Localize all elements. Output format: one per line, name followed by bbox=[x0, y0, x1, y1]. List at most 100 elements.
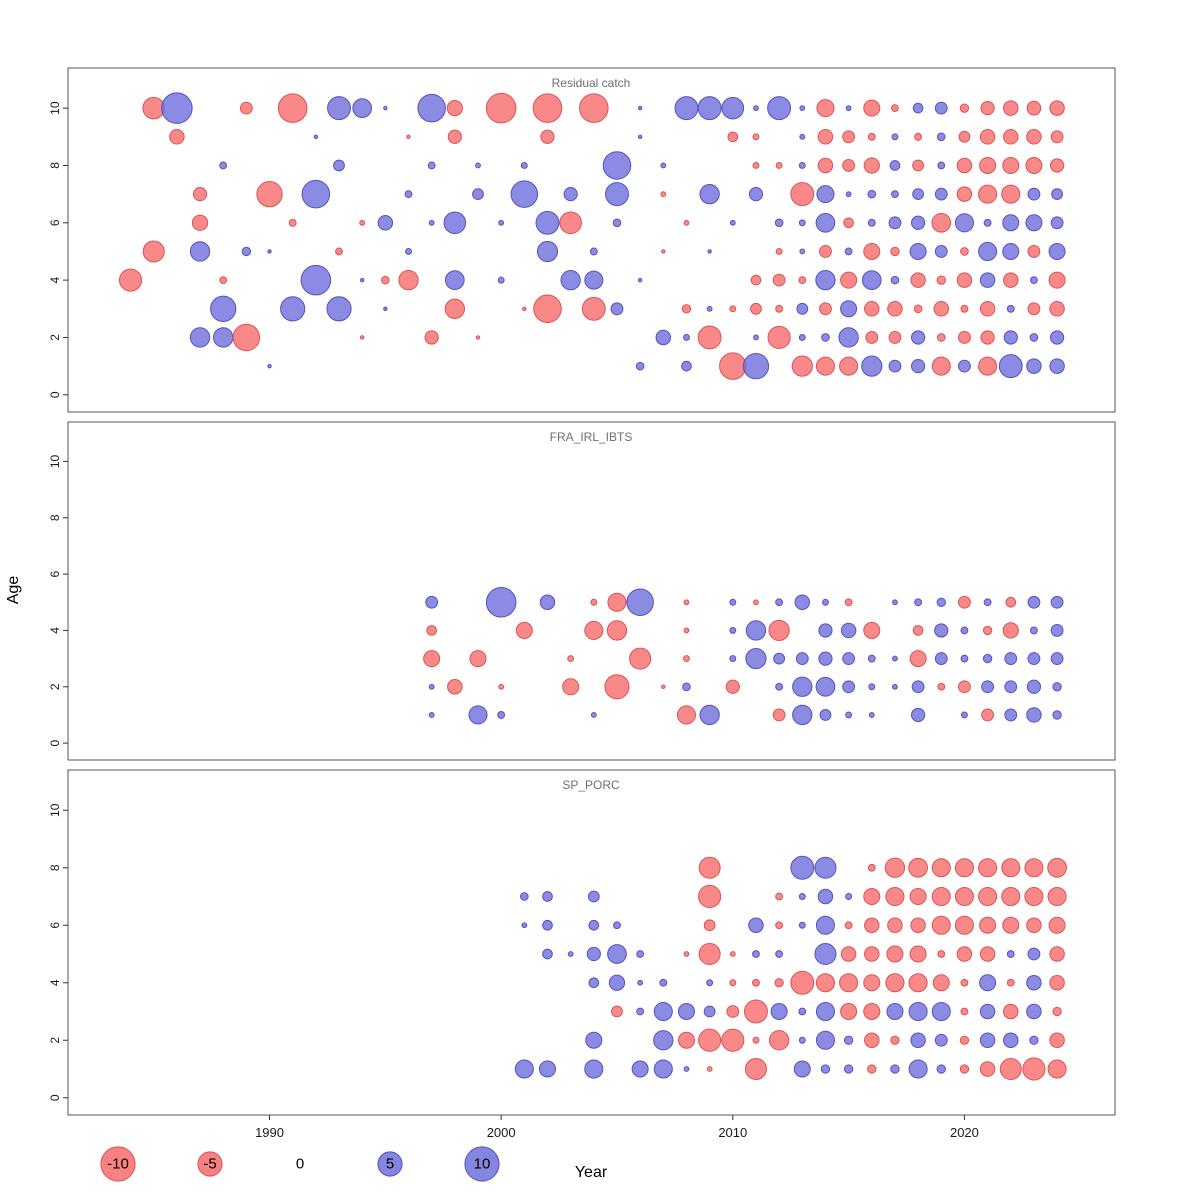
residual-bubble bbox=[954, 915, 974, 935]
residual-bubble bbox=[443, 211, 467, 235]
residual-bubble bbox=[610, 302, 624, 316]
residual-bubble bbox=[817, 157, 834, 174]
residual-bubble bbox=[798, 334, 806, 341]
residual-bubble bbox=[891, 133, 899, 141]
residual-bubble bbox=[864, 1032, 880, 1048]
residual-bubble bbox=[914, 132, 923, 141]
residual-bubble bbox=[790, 182, 815, 207]
residual-bubble bbox=[607, 944, 627, 964]
residual-bubble bbox=[472, 188, 484, 201]
legend-label-neg10: -10 bbox=[107, 1155, 129, 1173]
residual-bubble bbox=[840, 1002, 858, 1021]
residual-bubble bbox=[840, 300, 858, 318]
residual-bubble bbox=[909, 242, 927, 260]
residual-bubble bbox=[241, 246, 252, 257]
residual-bubble bbox=[815, 676, 836, 697]
residual-bubble bbox=[863, 1002, 881, 1021]
panel-title-residual-catch: Residual catch bbox=[551, 76, 631, 90]
residual-bubble bbox=[1026, 975, 1042, 991]
residual-bubble bbox=[890, 275, 900, 285]
residual-bubble bbox=[843, 1064, 854, 1074]
residual-bubble bbox=[931, 1001, 951, 1022]
y-tick-label: 8 bbox=[48, 162, 62, 169]
residual-bubble bbox=[931, 858, 951, 878]
residual-bubble bbox=[562, 678, 580, 696]
residual-bubble bbox=[469, 650, 487, 668]
residual-bubble bbox=[817, 129, 834, 145]
residual-bubble bbox=[885, 886, 905, 907]
residual-bubble bbox=[798, 921, 806, 929]
residual-bubble bbox=[774, 978, 784, 988]
residual-bubble bbox=[798, 276, 807, 285]
residual-bubble bbox=[719, 352, 747, 380]
residual-bubble bbox=[799, 133, 806, 140]
residual-bubble bbox=[936, 132, 946, 142]
residual-bubble bbox=[653, 1059, 673, 1079]
residual-bubble bbox=[613, 921, 621, 930]
residual-bubble bbox=[753, 334, 759, 341]
residual-bubble bbox=[637, 277, 643, 283]
residual-bubble bbox=[1049, 975, 1065, 991]
residual-bubble bbox=[978, 184, 998, 204]
residual-bubble bbox=[914, 598, 923, 607]
residual-bubble bbox=[978, 356, 998, 376]
residual-bubble bbox=[867, 654, 876, 663]
residual-bubble bbox=[1026, 129, 1042, 145]
residual-bubble bbox=[954, 886, 974, 907]
residual-bubble bbox=[863, 157, 880, 174]
residual-bubble bbox=[1026, 100, 1042, 116]
residual-bubble bbox=[587, 890, 600, 903]
residual-bubble bbox=[681, 360, 692, 372]
residual-bubble bbox=[815, 973, 835, 993]
residual-bubble bbox=[590, 598, 598, 606]
legend-label-pos10: 10 bbox=[473, 1155, 491, 1173]
residual-bubble bbox=[1049, 158, 1065, 173]
residual-bubble bbox=[885, 973, 905, 993]
residual-bubble bbox=[584, 1059, 604, 1079]
residual-bubble bbox=[959, 1035, 970, 1045]
residual-bubble bbox=[446, 99, 463, 117]
residual-bubble bbox=[586, 946, 601, 962]
residual-bubble bbox=[189, 241, 211, 262]
legend-bubble bbox=[377, 1151, 403, 1177]
residual-bubble bbox=[1027, 245, 1041, 258]
residual-bubble bbox=[934, 652, 948, 666]
y-tick-label: 8 bbox=[48, 864, 62, 871]
residual-bubble bbox=[845, 893, 853, 900]
residual-bubble bbox=[383, 306, 388, 312]
residual-bubble bbox=[867, 218, 876, 227]
residual-bubble bbox=[909, 945, 927, 963]
residual-bubble bbox=[522, 306, 527, 312]
residual-bubble bbox=[814, 942, 837, 966]
residual-bubble bbox=[775, 921, 784, 930]
residual-bubble bbox=[426, 625, 438, 636]
residual-bubble bbox=[792, 676, 813, 697]
residual-bubble bbox=[604, 674, 630, 700]
residual-bubble bbox=[398, 269, 419, 291]
residual-bubble bbox=[581, 296, 606, 321]
residual-bubble bbox=[660, 191, 667, 198]
legend-label-pos5: 5 bbox=[385, 1155, 395, 1173]
residual-bubble bbox=[959, 103, 970, 113]
residual-bubble bbox=[752, 162, 760, 169]
residual-bubble bbox=[960, 1007, 969, 1016]
residual-bubble bbox=[256, 180, 283, 208]
residual-bubble bbox=[748, 917, 764, 933]
residual-bubble bbox=[912, 188, 925, 201]
residual-bubble bbox=[1030, 626, 1038, 635]
residual-bubble bbox=[584, 620, 604, 640]
y-tick-label: 4 bbox=[48, 276, 62, 283]
residual-bubble bbox=[868, 683, 876, 691]
residual-bubble bbox=[1003, 272, 1019, 288]
residual-bubble bbox=[729, 626, 737, 634]
residual-bubble bbox=[683, 334, 690, 341]
residual-bubble bbox=[280, 296, 306, 322]
residual-bubble bbox=[161, 92, 193, 124]
residual-bubble bbox=[267, 363, 272, 369]
residual-bubble bbox=[612, 218, 622, 228]
residual-bubble bbox=[864, 946, 880, 962]
residual-bubble bbox=[729, 598, 737, 606]
y-tick-label: 6 bbox=[48, 570, 62, 577]
residual-bubble bbox=[767, 325, 791, 350]
residual-bubble bbox=[979, 974, 997, 992]
